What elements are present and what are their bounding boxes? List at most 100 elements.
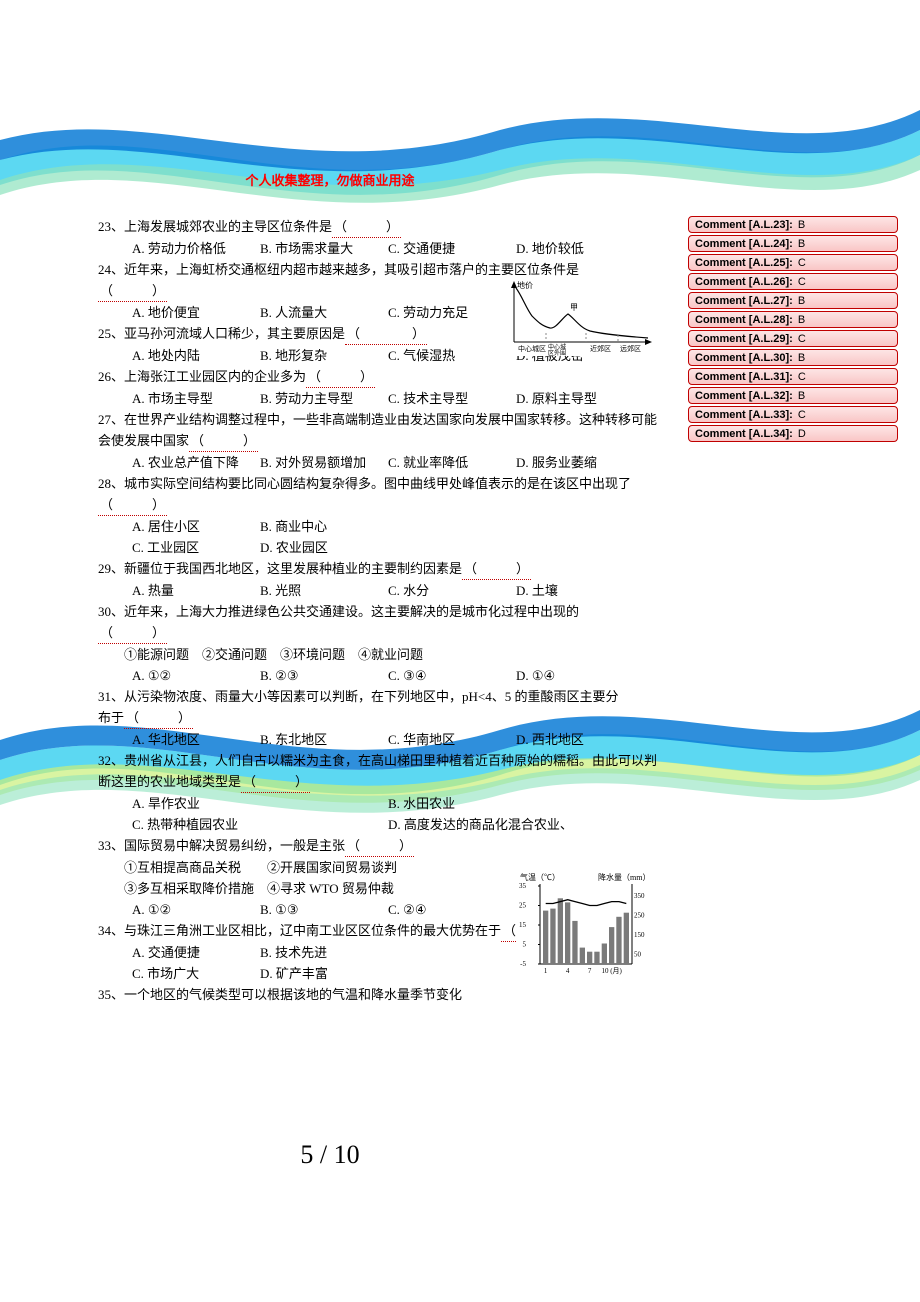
option: D. 原料主导型	[516, 388, 644, 409]
option: C. 气候湿热	[388, 345, 516, 366]
svg-text:10 (月): 10 (月)	[601, 967, 622, 975]
svg-text:350: 350	[634, 892, 645, 900]
decorative-wave-top	[0, 100, 920, 220]
option: A. 热量	[132, 580, 260, 601]
option: B. 劳动力主导型	[260, 388, 388, 409]
answer-blank: （ ）	[124, 707, 193, 729]
option: D. 西北地区	[516, 729, 644, 750]
options-row: A. ①②B. ②③C. ③④D. ①④	[98, 665, 658, 686]
question-stem: 30、近年来，上海大力推进绿色公共交通建设。这主要解决的是城市化过程中出现的	[98, 601, 658, 622]
option: C. 技术主导型	[388, 388, 516, 409]
question-29: 29、新疆位于我国西北地区，这里发展种植业的主要制约因素是（ ）A. 热量B. …	[98, 558, 658, 601]
option: C. 交通便捷	[388, 238, 516, 259]
answer-blank: （ ）	[306, 366, 375, 388]
option: A. 旱作农业	[132, 793, 388, 814]
option: A. ①②	[132, 899, 260, 920]
review-comment[interactable]: Comment [A.L.23]: B	[688, 216, 898, 233]
option: B. ②③	[260, 665, 388, 686]
option: B. 商业中心	[260, 516, 388, 537]
question-35: 35、一个地区的气候类型可以根据该地的气温和降水量季节变化	[98, 984, 658, 1005]
answer-blank: （ ）	[98, 280, 167, 302]
option: B. 人流量大	[260, 302, 388, 323]
option: D. 地价较低	[516, 238, 644, 259]
review-comment[interactable]: Comment [A.L.34]: D	[688, 425, 898, 442]
options-row: C. 工业园区D. 农业园区	[98, 537, 658, 558]
chart2-left-label: 气温（℃）	[520, 872, 560, 882]
options-row: C. 热带种植园农业D. 高度发达的商品化混合农业、	[98, 814, 658, 835]
land-price-chart: 地价 甲 中心城区 中心城 区外围 近郊区 远郊区	[502, 278, 652, 356]
review-comment[interactable]: Comment [A.L.30]: B	[688, 349, 898, 366]
option: B. 水田农业	[388, 793, 644, 814]
option: D. 土壤	[516, 580, 644, 601]
chart1-region-3: 远郊区	[620, 344, 641, 353]
question-stem: 23、上海发展城郊农业的主导区位条件是（ ）	[98, 216, 658, 238]
svg-text:5: 5	[523, 941, 527, 949]
review-comment[interactable]: Comment [A.L.27]: B	[688, 292, 898, 309]
question-statements: ①能源问题 ②交通问题 ③环境问题 ④就业问题	[98, 644, 658, 665]
option: A. 农业总产值下降	[132, 452, 260, 473]
page-number: 5 / 10	[0, 1140, 660, 1170]
option: A. 交通便捷	[132, 942, 260, 963]
review-comment[interactable]: Comment [A.L.26]: C	[688, 273, 898, 290]
svg-text:1: 1	[544, 967, 548, 975]
options-row: A. 农业总产值下降B. 对外贸易额增加C. 就业率降低D. 服务业萎缩	[98, 452, 658, 473]
option: B. 光照	[260, 580, 388, 601]
answer-blank: （ ）	[98, 622, 167, 644]
review-comment[interactable]: Comment [A.L.25]: C	[688, 254, 898, 271]
option: A. 地价便宜	[132, 302, 260, 323]
option: D. 服务业萎缩	[516, 452, 644, 473]
answer-blank: （ ）	[345, 323, 427, 345]
option: A. 市场主导型	[132, 388, 260, 409]
question-26: 26、上海张江工业园区内的企业多为（ ）A. 市场主导型B. 劳动力主导型C. …	[98, 366, 658, 409]
options-row: A. 热量B. 光照C. 水分D. 土壤	[98, 580, 658, 601]
chart2-right-label: 降水量（mm）	[598, 872, 650, 882]
chart1-region-1b: 区外围	[548, 349, 566, 356]
question-23: 23、上海发展城郊农业的主导区位条件是（ ）A. 劳动力价格低B. 市场需求量大…	[98, 216, 658, 259]
svg-text:15: 15	[519, 921, 527, 929]
option: C. 水分	[388, 580, 516, 601]
option: A. ①②	[132, 665, 260, 686]
option: C. ③④	[388, 665, 516, 686]
options-row: A. 劳动力价格低B. 市场需求量大C. 交通便捷D. 地价较低	[98, 238, 658, 259]
review-comment[interactable]: Comment [A.L.33]: C	[688, 406, 898, 423]
answer-blank: （ ）	[462, 558, 531, 580]
question-stem: 26、上海张江工业园区内的企业多为（ ）	[98, 366, 658, 388]
options-row: A. 居住小区B. 商业中心	[98, 516, 658, 537]
question-30: 30、近年来，上海大力推进绿色公共交通建设。这主要解决的是城市化过程中出现的（ …	[98, 601, 658, 686]
question-stem-blankline: （ ）	[98, 622, 658, 644]
review-comment[interactable]: Comment [A.L.32]: B	[688, 387, 898, 404]
question-stem: 31、从污染物浓度、雨量大小等因素可以判断，在下列地区中，pH<4、5 的重酸雨…	[98, 686, 658, 707]
review-comment[interactable]: Comment [A.L.24]: B	[688, 235, 898, 252]
review-comment[interactable]: Comment [A.L.31]: C	[688, 368, 898, 385]
question-stem: 32、贵州省从江县，人们自古以糯米为主食，在高山梯田里种植着近百种原始的糯稻。由…	[98, 750, 658, 793]
question-32: 32、贵州省从江县，人们自古以糯米为主食，在高山梯田里种植着近百种原始的糯稻。由…	[98, 750, 658, 835]
option: C. 热带种植园农业	[132, 814, 388, 835]
chart1-region-0: 中心城区	[518, 344, 546, 353]
option: B. 对外贸易额增加	[260, 452, 388, 473]
svg-text:250: 250	[634, 911, 645, 919]
option: C. 市场广大	[132, 963, 260, 984]
chart1-region-1a: 中心城	[548, 343, 566, 351]
option: B. 市场需求量大	[260, 238, 388, 259]
question-31: 31、从污染物浓度、雨量大小等因素可以判断，在下列地区中，pH<4、5 的重酸雨…	[98, 686, 658, 750]
option: B. ①③	[260, 899, 388, 920]
options-row: A. 市场主导型B. 劳动力主导型C. 技术主导型D. 原料主导型	[98, 388, 658, 409]
question-stem: 24、近年来，上海虹桥交通枢纽内超市越来越多，其吸引超市落户的主要区位条件是	[98, 259, 658, 280]
option: D. 高度发达的商品化混合农业、	[388, 814, 644, 835]
options-row: A. 华北地区B. 东北地区C. 华南地区D. 西北地区	[98, 729, 658, 750]
option: B. 东北地区	[260, 729, 388, 750]
option: C. 就业率降低	[388, 452, 516, 473]
svg-text:4: 4	[566, 967, 570, 975]
review-comment[interactable]: Comment [A.L.29]: C	[688, 330, 898, 347]
question-stem: 27、在世界产业结构调整过程中，一些非高端制造业由发达国家向发展中国家转移。这种…	[98, 409, 658, 452]
review-comment[interactable]: Comment [A.L.28]: B	[688, 311, 898, 328]
svg-text:-5: -5	[520, 960, 526, 968]
climate-chart: 气温（℃） 降水量（mm） -55152535 50150250350 1471…	[516, 872, 652, 980]
option: A. 劳动力价格低	[132, 238, 260, 259]
answer-blank: （ ）	[241, 771, 310, 793]
answer-blank: （ ）	[345, 835, 414, 857]
question-stem: 33、国际贸易中解决贸易纠纷，一般是主张（ ）	[98, 835, 658, 857]
option: C. 华南地区	[388, 729, 516, 750]
option: A. 华北地区	[132, 729, 260, 750]
chart1-region-2: 近郊区	[590, 344, 611, 353]
